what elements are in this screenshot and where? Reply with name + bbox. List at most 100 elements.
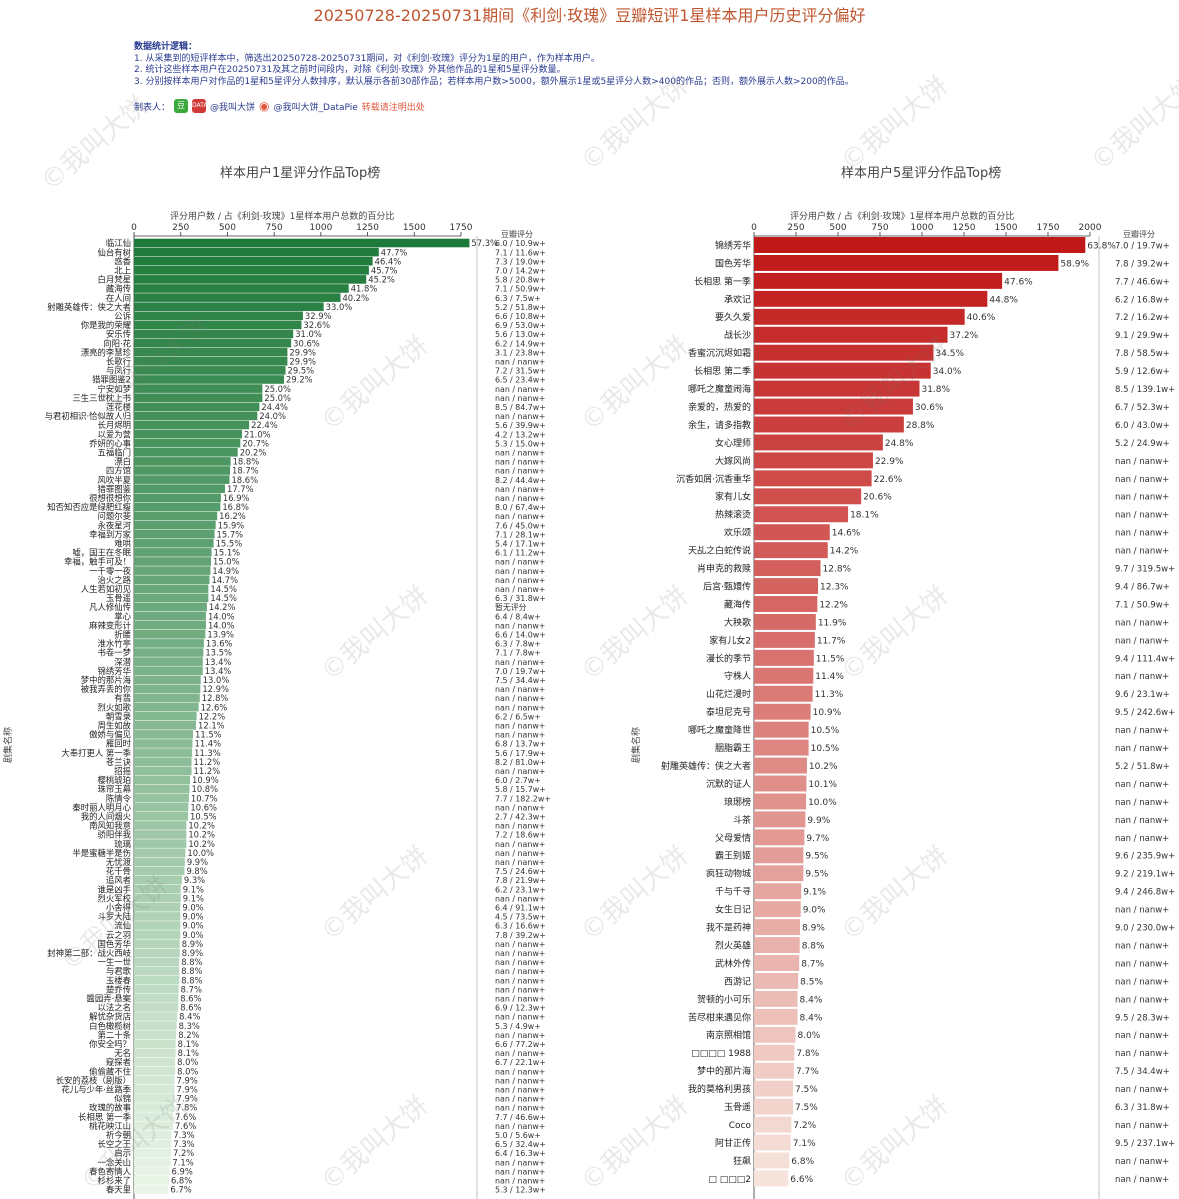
bar (754, 1170, 789, 1187)
category-label: 周生如故 (98, 720, 132, 730)
rating-label: 6.9 / 12.3w+ (495, 1004, 546, 1013)
category-label: 一千零一夜 (89, 566, 131, 576)
bar (134, 338, 292, 348)
bar (754, 613, 816, 630)
watermark: ©我叫大饼 (1085, 71, 1179, 178)
bar (754, 955, 800, 971)
x-tick-label: 1000 (911, 223, 934, 233)
rating-label: 7.3 / 19.0w+ (495, 257, 546, 266)
category-label: 长月烬明 (98, 420, 132, 430)
bar (134, 529, 215, 539)
bar (134, 420, 250, 430)
rating-label: nan / nanw+ (495, 849, 545, 858)
category-label: 麻辣变形计 (89, 620, 131, 630)
bar (754, 739, 809, 756)
rating-label: nan / nanw+ (1115, 547, 1169, 557)
bar (754, 919, 801, 936)
percent-label: 45.2% (368, 275, 395, 285)
percent-label: 10.2% (809, 762, 838, 772)
category-label: 猎罪图鉴 (98, 484, 132, 494)
bar (134, 1085, 175, 1094)
percent-label: 7.2% (173, 1148, 194, 1158)
category-label: 傲娇与偏见 (89, 730, 131, 740)
category-label: 武林外传 (715, 957, 751, 969)
watermark: ©我叫大饼 (575, 841, 694, 948)
rating-label: 7.0 / 14.2w+ (495, 266, 546, 275)
category-label: 玉骨遥 (106, 593, 132, 603)
bar (134, 802, 189, 812)
bar (134, 657, 203, 666)
category-label: 桃花映江山 (89, 1121, 131, 1131)
bar (754, 847, 804, 864)
category-label: 长相思 第二季 (694, 365, 751, 377)
percent-label: 30.6% (915, 403, 944, 413)
douban-author-name: @我叫大饼 (210, 102, 256, 113)
category-label: 我的莫格利男孩 (688, 1083, 751, 1095)
bar (134, 830, 187, 839)
bar (134, 912, 181, 921)
category-label: 很想很想你 (89, 493, 131, 503)
percent-label: 44.8% (989, 295, 1018, 305)
rating-label: 7.7 / 182.2w+ (495, 794, 551, 803)
percent-label: 17.7% (227, 484, 254, 494)
rating-label: 7.0 / 19.7w+ (495, 667, 546, 676)
category-label: 锦绣芳华 (98, 666, 132, 676)
bar (134, 1075, 175, 1085)
bar (754, 685, 813, 702)
bar (134, 693, 200, 703)
percent-label: 8.9% (802, 924, 825, 934)
bar (134, 402, 260, 412)
category-label: 临江仙 (106, 238, 131, 248)
rating-label: 9.0 / 230.0w+ (1115, 924, 1175, 934)
category-label: 小舍得 (106, 902, 131, 912)
percent-label: 8.4% (800, 1013, 823, 1023)
percent-label: 18.7% (232, 466, 259, 476)
category-label: 与凤行 (106, 366, 131, 376)
bar (134, 957, 180, 967)
rating-label: nan / nanw+ (1115, 618, 1169, 628)
category-label: 哪吒之魔童降世 (688, 724, 751, 736)
percent-label: 11.5% (816, 654, 845, 664)
category-label: 漂亮的李慧珍 (81, 347, 132, 357)
percent-label: 22.6% (874, 475, 903, 485)
percent-label: 6.7% (170, 1185, 191, 1195)
rating-label: nan / nanw+ (495, 985, 545, 994)
percent-label: 63.8% (1087, 241, 1116, 251)
rating-label: 9.2 / 219.1w+ (1115, 870, 1175, 880)
rating-label: nan / nanw+ (495, 858, 545, 867)
bar (134, 875, 182, 885)
percent-label: 16.8% (222, 502, 249, 512)
category-label: 嘘，国王在冬眠 (72, 548, 131, 558)
rating-label: nan / nanw+ (495, 567, 545, 576)
category-label: 淮水竹亭 (98, 639, 132, 649)
category-label: 女心理师 (715, 437, 751, 449)
rating-label: 5.2 / 51.8w+ (1115, 762, 1170, 772)
rating-label: nan / nanw+ (495, 731, 545, 740)
category-label: 封神第二部：战火西岐 (47, 948, 131, 958)
rating-label: 8.2 / 81.0w+ (495, 758, 546, 767)
category-label: 琅琊榜 (724, 796, 751, 808)
percent-label: 8.4% (800, 995, 823, 1005)
rating-label: nan / nanw+ (495, 658, 545, 667)
bar (754, 649, 814, 666)
percent-label: 8.8% (181, 957, 202, 967)
category-label: 胭脂霸王 (715, 742, 751, 754)
rating-label: nan / nanw+ (1115, 977, 1169, 987)
bar (134, 438, 241, 448)
category-label: 楚乔传 (106, 984, 131, 994)
bar (134, 948, 180, 958)
bar (134, 730, 194, 739)
bar (134, 448, 238, 457)
bar (134, 766, 192, 776)
percent-label: 15.0% (213, 557, 240, 567)
rating-label: 6.2 / 6.5w+ (495, 712, 541, 721)
category-label: 以法之名 (98, 1003, 132, 1013)
rating-label: 5.6 / 13.0w+ (495, 330, 546, 339)
bar (134, 1176, 169, 1185)
rating-label: nan / nanw+ (495, 976, 545, 985)
bar (134, 329, 294, 339)
percent-label: 10.9% (813, 708, 842, 718)
rating-label: nan / nanw+ (495, 721, 545, 730)
percent-label: 9.0% (182, 902, 203, 912)
